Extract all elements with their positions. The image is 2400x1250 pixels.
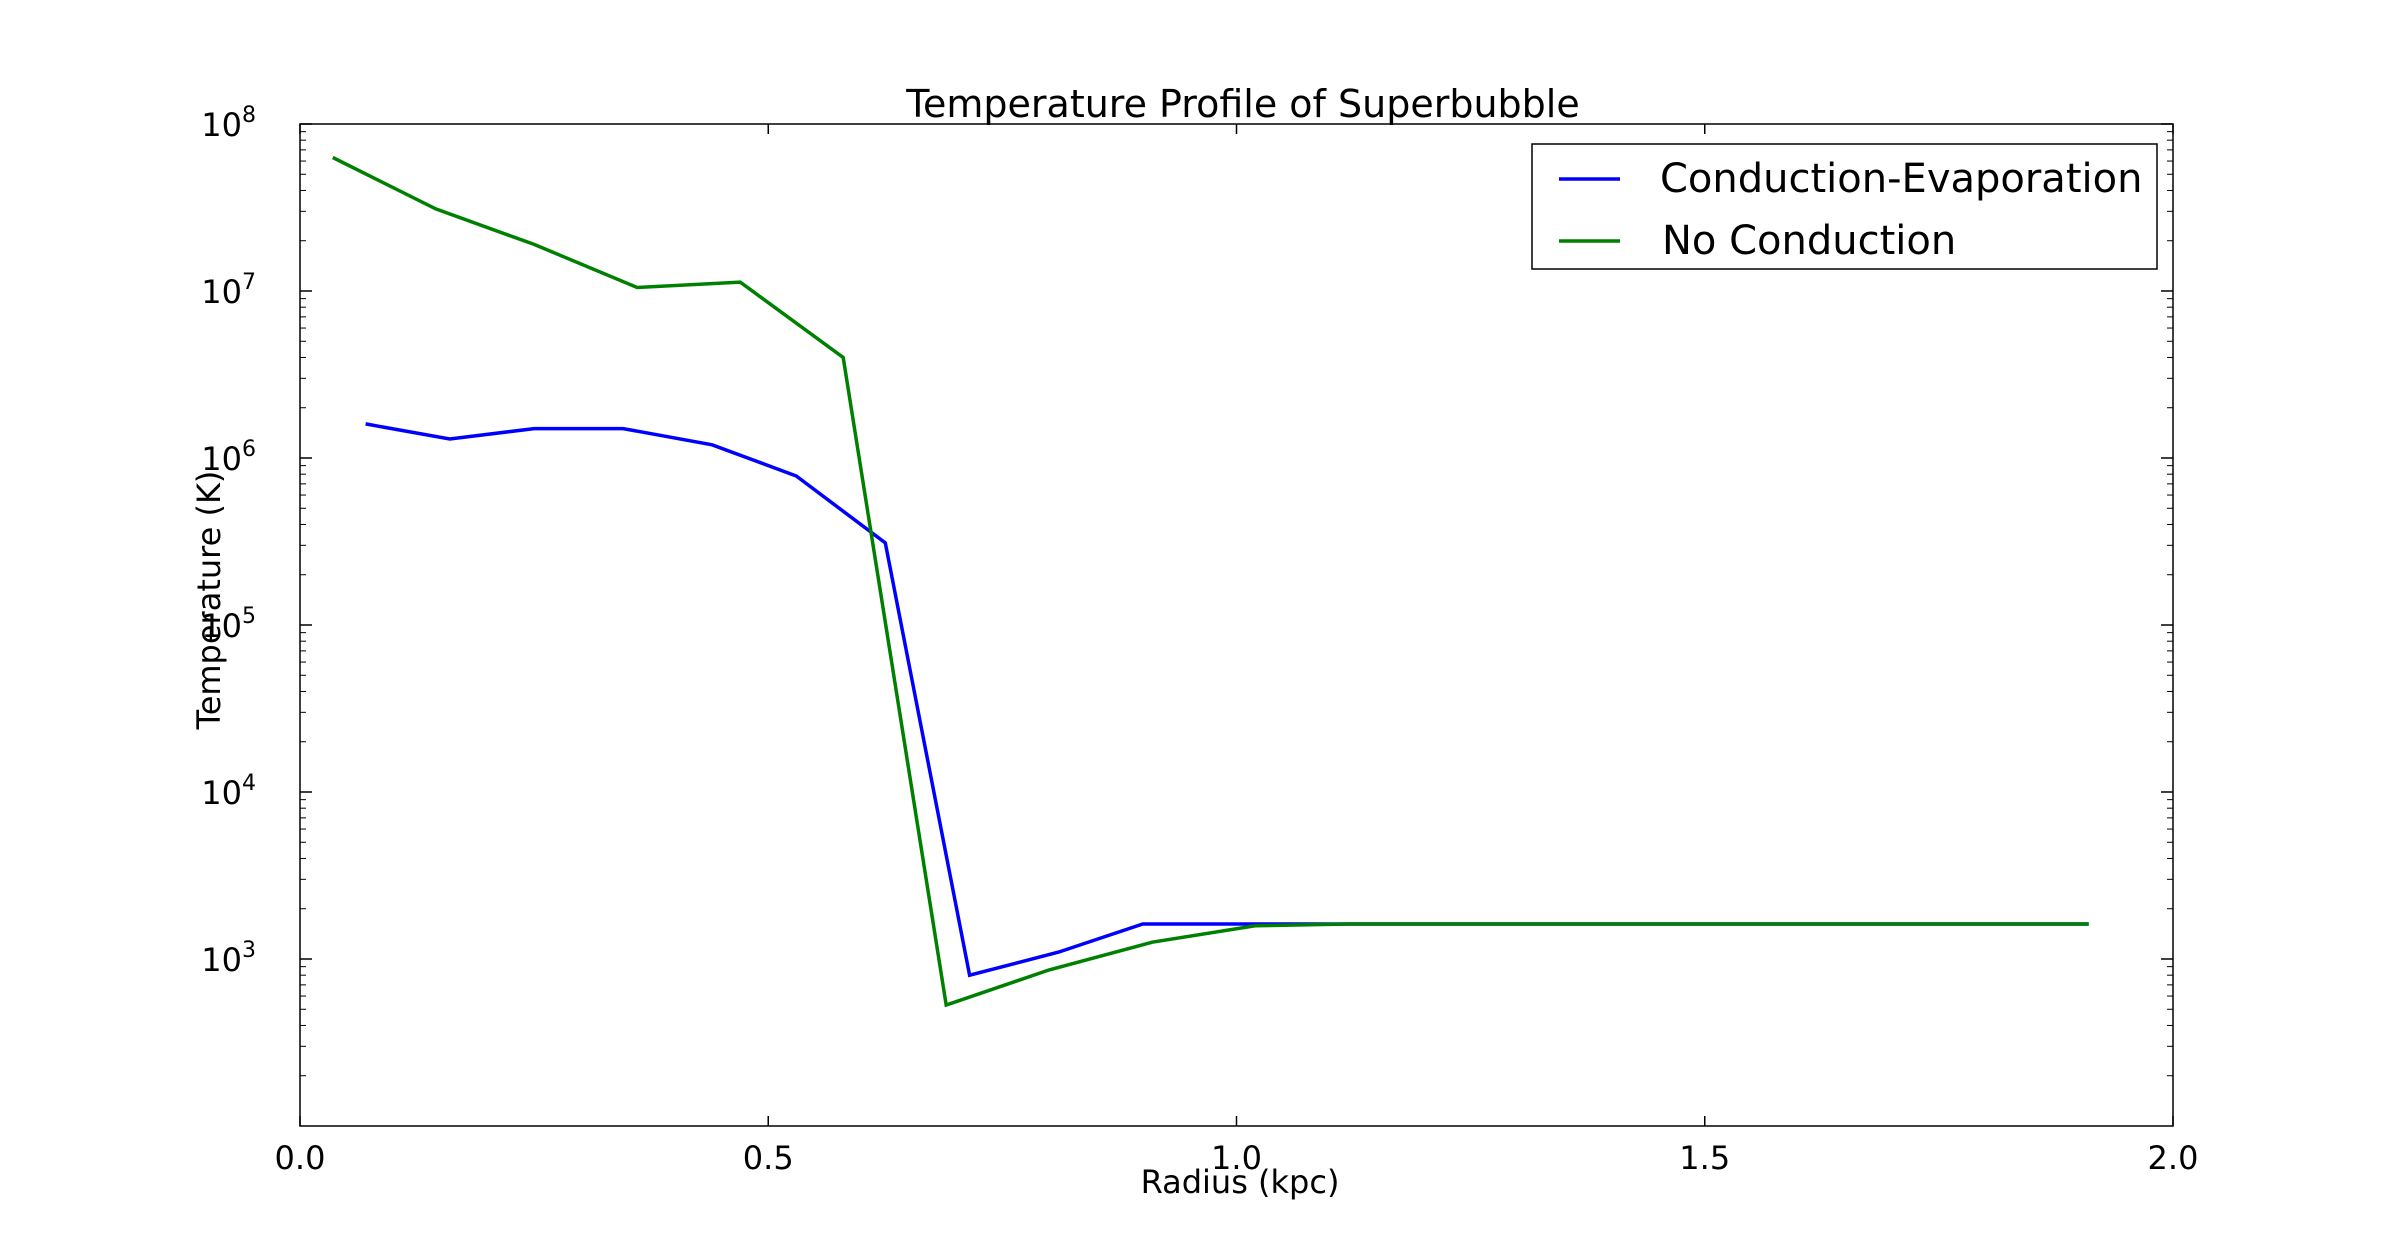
chart-title: Temperature Profile of Superbubble [905,82,1579,126]
legend-label: Conduction-Evaporation [1660,156,2142,202]
x-axis-label: Radius (kpc) [1141,1163,1340,1201]
legend-box [1531,143,2158,270]
y-tick-label: 107 [201,270,256,311]
x-tick-label: 1.5 [1679,1139,1730,1177]
y-tick-label: 104 [201,771,256,812]
y-tick-label: 105 [201,604,256,645]
legend-label: No Conduction [1662,218,1956,264]
y-tick-label: 103 [201,938,256,979]
y-tick-label: 106 [201,437,256,478]
series-line-conduction-evaporation [365,422,2089,978]
x-tick-label: 1.0 [1211,1139,1262,1177]
plot-area: 0.0 0.5 1.0 1.5 2.0 103 104 105 106 107 108 Conduct… [201,103,2198,1177]
y-tick-label: 108 [201,103,256,144]
x-tick-label: 0.0 [275,1139,326,1177]
x-tick-label: 0.5 [743,1139,794,1177]
plot-frame [299,123,2174,1127]
x-tick-label: 2.0 [2148,1139,2199,1177]
y-axis-label: Temperature (K) [190,471,228,731]
series-line-no-conduction [332,155,2089,1008]
